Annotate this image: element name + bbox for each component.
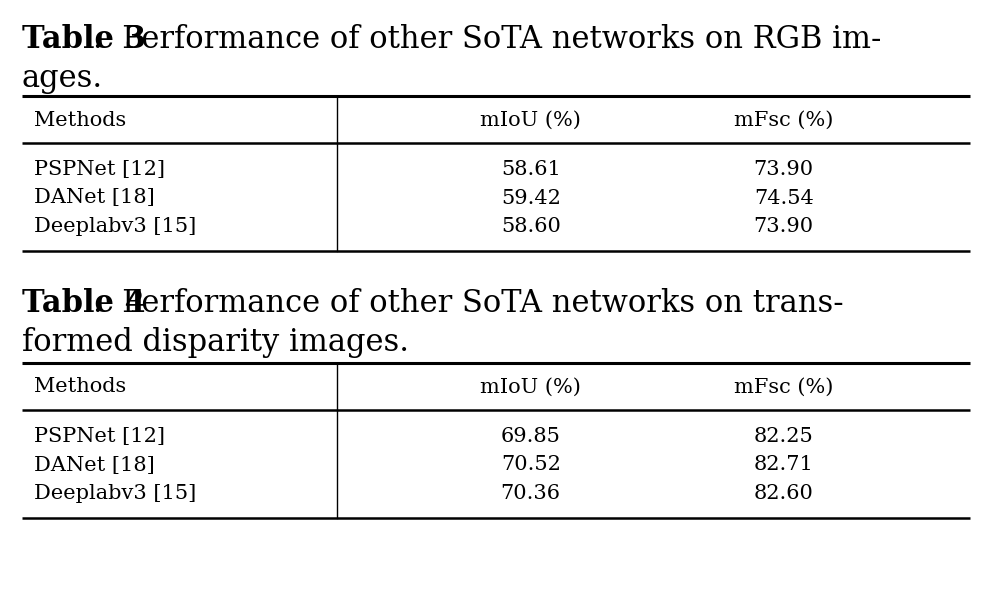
Text: 74.54: 74.54 [754, 188, 813, 208]
Text: .  Performance of other SoTA networks on trans-: . Performance of other SoTA networks on … [93, 288, 844, 319]
Text: mFsc (%): mFsc (%) [734, 377, 833, 397]
Text: 82.71: 82.71 [754, 455, 813, 475]
Text: Methods: Methods [34, 110, 126, 130]
Text: 58.61: 58.61 [501, 160, 560, 179]
Text: 70.36: 70.36 [501, 484, 560, 503]
Text: 70.52: 70.52 [501, 455, 560, 475]
Text: 73.90: 73.90 [754, 217, 813, 236]
Text: 82.60: 82.60 [754, 484, 813, 503]
Text: mFsc (%): mFsc (%) [734, 110, 833, 130]
Text: PSPNet [12]: PSPNet [12] [34, 427, 165, 446]
Text: 82.25: 82.25 [754, 427, 813, 446]
Text: 69.85: 69.85 [501, 427, 560, 446]
Text: ages.: ages. [22, 63, 103, 94]
Text: 58.60: 58.60 [501, 217, 560, 236]
Text: Table 4: Table 4 [22, 288, 146, 319]
Text: formed disparity images.: formed disparity images. [22, 327, 409, 358]
Text: mIoU (%): mIoU (%) [480, 377, 581, 397]
Text: Methods: Methods [34, 377, 126, 397]
Text: PSPNet [12]: PSPNet [12] [34, 160, 165, 179]
Text: 59.42: 59.42 [501, 188, 560, 208]
Text: DANet [18]: DANet [18] [34, 188, 155, 208]
Text: Deeplabv3 [15]: Deeplabv3 [15] [34, 217, 196, 236]
Text: .  Performance of other SoTA networks on RGB im-: . Performance of other SoTA networks on … [93, 24, 882, 55]
Text: Table 3: Table 3 [22, 24, 146, 55]
Text: 73.90: 73.90 [754, 160, 813, 179]
Text: mIoU (%): mIoU (%) [480, 110, 581, 130]
Text: DANet [18]: DANet [18] [34, 455, 155, 475]
Text: Deeplabv3 [15]: Deeplabv3 [15] [34, 484, 196, 503]
